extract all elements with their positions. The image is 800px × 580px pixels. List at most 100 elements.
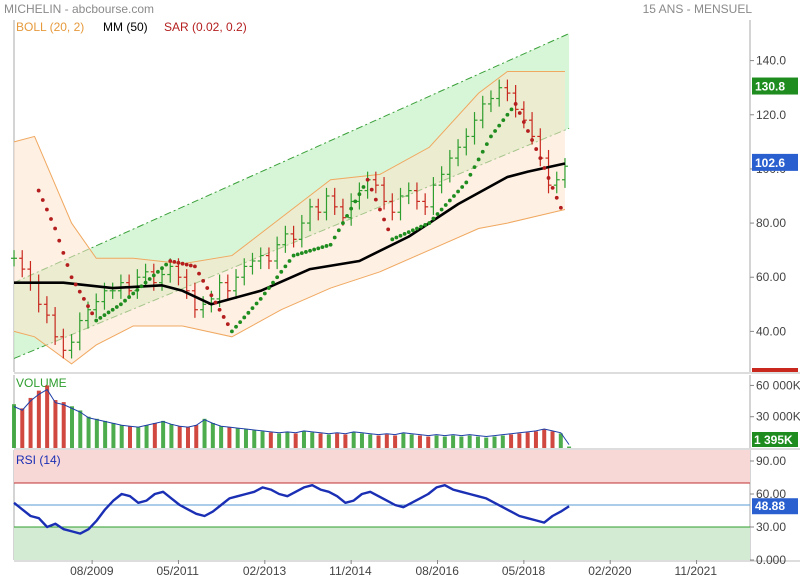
- volume-bar: [542, 429, 547, 448]
- sar-dot: [250, 306, 255, 311]
- sar-dot: [77, 289, 82, 294]
- sar-dot: [328, 242, 333, 247]
- volume-bar: [28, 397, 33, 448]
- sar-dot: [156, 269, 160, 274]
- price-tick-label: 40.00: [756, 324, 786, 338]
- sar-dot: [390, 237, 395, 242]
- volume-bar: [417, 435, 422, 448]
- volume-bar: [326, 434, 331, 448]
- volume-bar: [177, 426, 182, 448]
- x-tick-label: 11/2014: [329, 564, 372, 578]
- rsi-tick-label: 60.00: [756, 487, 786, 501]
- volume-bar: [136, 427, 141, 448]
- sar-dot: [69, 275, 74, 280]
- sar-dot: [57, 238, 62, 243]
- sar-dot: [131, 291, 136, 296]
- chart-title: MICHELIN - abcbourse.com: [4, 2, 155, 16]
- price-low-marker: [752, 368, 798, 372]
- volume-bar: [61, 402, 66, 448]
- sar-dot: [147, 277, 152, 281]
- volume-bar: [492, 436, 497, 448]
- sar-dot: [160, 266, 164, 271]
- sar-dot: [558, 205, 563, 210]
- sar-dot: [201, 278, 206, 283]
- volume-bar: [45, 385, 50, 448]
- volume-tick-label: 30 000K: [756, 410, 800, 424]
- volume-bar: [36, 390, 41, 448]
- volume-bar: [533, 431, 538, 448]
- sar-dot: [472, 165, 477, 170]
- sar-dot: [221, 315, 226, 319]
- legend-boll: BOLL (20, 2): [16, 20, 85, 34]
- sar-dot: [230, 329, 234, 334]
- sar-dot: [398, 233, 403, 238]
- sar-dot: [423, 222, 428, 227]
- volume-last-badge: 1 395K: [754, 433, 793, 447]
- sar-dot: [135, 287, 140, 292]
- x-tick-label: 08/2016: [416, 564, 460, 578]
- sar-dot: [468, 172, 473, 177]
- price-last-badge: 102.6: [755, 156, 785, 170]
- volume-bar: [161, 420, 166, 448]
- sar-dot: [238, 320, 243, 325]
- sar-dot: [267, 286, 271, 290]
- volume-bar: [94, 418, 99, 448]
- bollinger-lower-line: [13, 209, 566, 365]
- sar-dot: [357, 192, 362, 197]
- sar-dot: [554, 195, 559, 200]
- sar-dot: [373, 197, 378, 202]
- sar-dot: [509, 107, 514, 112]
- sar-dot: [361, 185, 366, 189]
- volume-bar: [475, 436, 480, 448]
- sar-dot: [168, 259, 173, 263]
- sar-dot: [65, 263, 70, 267]
- x-tick-label: 05/2018: [502, 564, 546, 578]
- sar-dot: [410, 228, 415, 233]
- sar-dot: [49, 217, 53, 221]
- volume-bar: [69, 406, 74, 448]
- volume-bar: [86, 416, 91, 448]
- volume-bar: [277, 433, 282, 448]
- sar-dot: [435, 212, 440, 216]
- price-high-badge-bg: [752, 77, 798, 95]
- volume-bar: [53, 400, 58, 448]
- sar-dot: [246, 310, 251, 315]
- rsi-tick-label: 90.00: [756, 454, 786, 468]
- sar-dot: [127, 295, 132, 299]
- volume-bar: [285, 432, 290, 448]
- sar-dot: [295, 252, 300, 257]
- sar-dot: [44, 207, 49, 212]
- sar-dot: [452, 194, 456, 198]
- price-tick-label: 60.00: [756, 270, 786, 284]
- volume-bar: [376, 435, 381, 448]
- volume-bar: [500, 435, 505, 448]
- sar-dot: [546, 176, 551, 180]
- x-tick-label: 08/2009: [70, 564, 114, 578]
- sar-dot: [102, 313, 107, 318]
- rsi-line: [13, 484, 570, 535]
- sar-dot: [143, 280, 148, 285]
- sar-dot: [365, 177, 370, 182]
- volume-bar: [243, 429, 248, 448]
- sar-dot: [283, 264, 288, 269]
- sar-dot: [213, 300, 218, 305]
- volume-bar: [301, 431, 306, 448]
- volume-bar: [409, 434, 414, 448]
- volume-bar: [384, 434, 389, 448]
- sar-dot: [184, 262, 189, 267]
- sar-dot: [275, 275, 280, 280]
- volume-average-line: [13, 388, 570, 445]
- sar-dot: [279, 269, 284, 274]
- legend-mm: MM (50): [103, 20, 148, 34]
- volume-bar: [359, 433, 364, 448]
- sar-dot: [291, 253, 296, 258]
- sar-dot: [110, 307, 115, 312]
- sar-dot: [447, 198, 452, 203]
- volume-bar: [202, 418, 207, 448]
- sar-dot: [271, 280, 275, 285]
- sar-dot: [205, 286, 210, 290]
- chart-period: 15 ANS - MENSUEL: [642, 2, 752, 16]
- volume-bar: [127, 426, 132, 448]
- sar-dot: [517, 111, 522, 115]
- price-high-badge: 130.8: [755, 80, 785, 94]
